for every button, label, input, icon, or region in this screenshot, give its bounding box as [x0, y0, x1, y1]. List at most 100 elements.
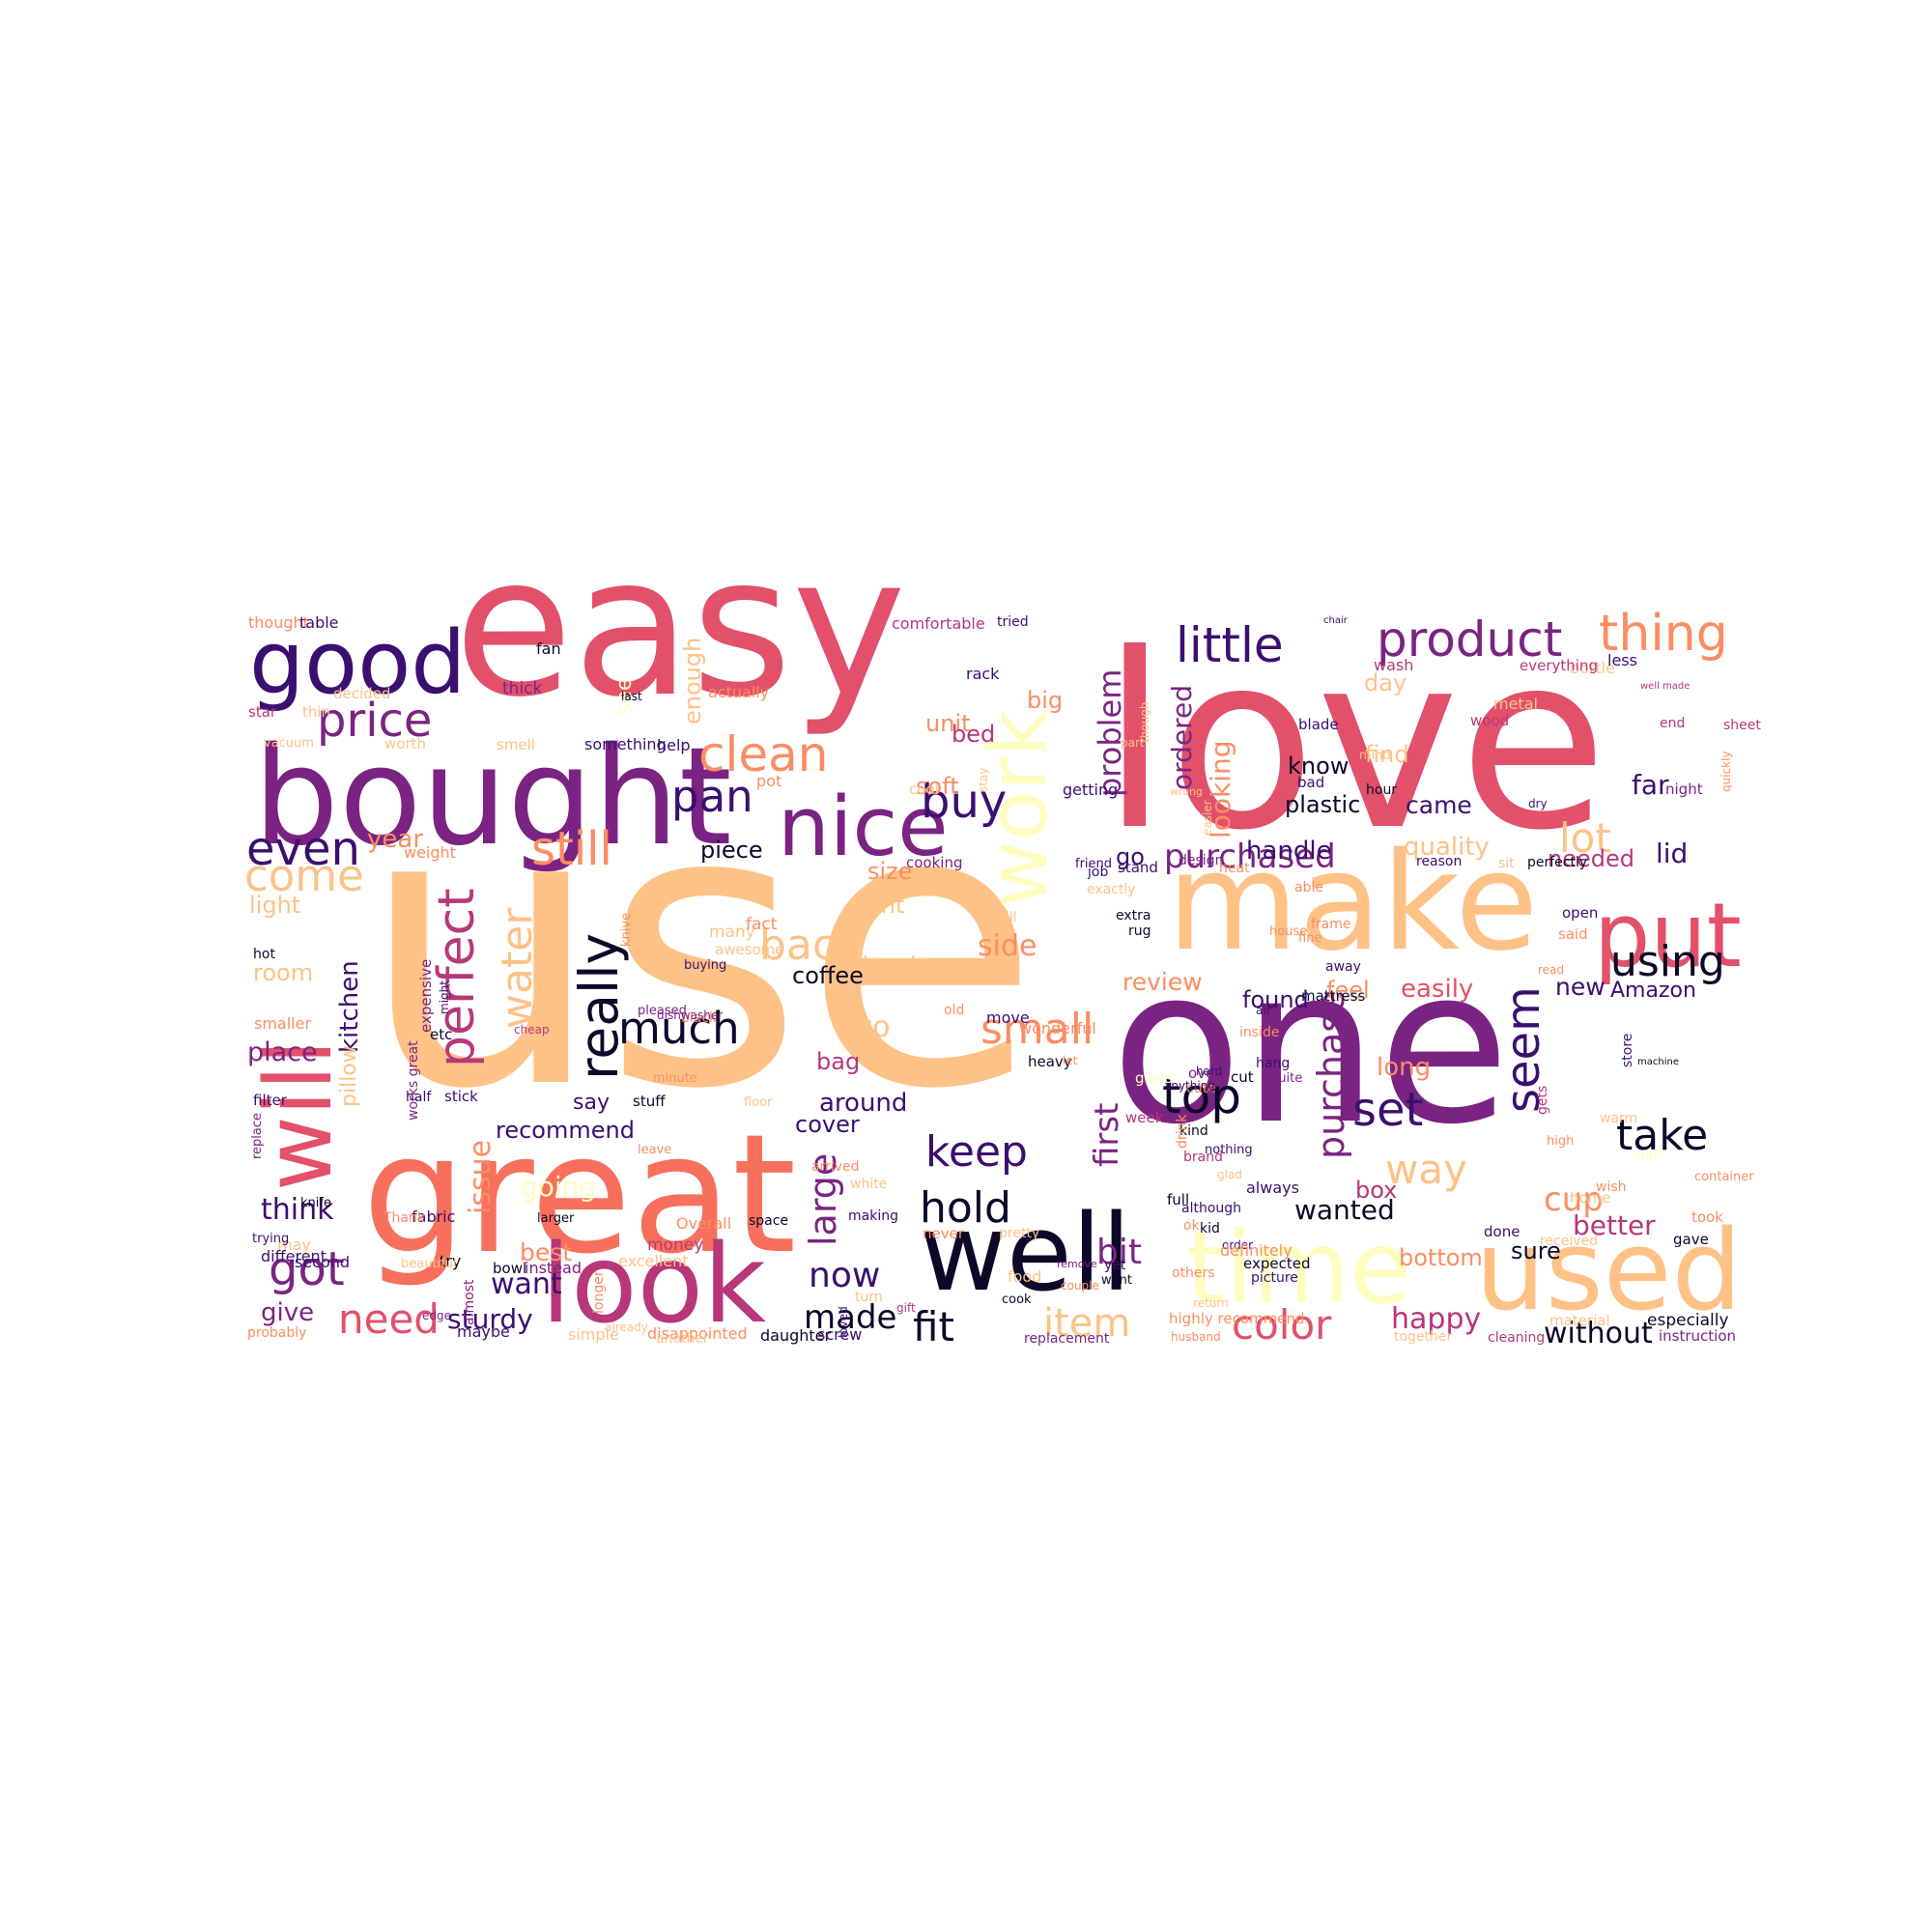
word-clean: clean: [698, 726, 828, 782]
word-cut: cut: [1231, 1068, 1254, 1086]
word-put: put: [1594, 884, 1742, 987]
word-issue: issue: [464, 1140, 497, 1214]
word-screw: screw: [817, 1325, 862, 1344]
word-now: now: [809, 1256, 880, 1295]
word-comfortable: comfortable: [892, 614, 985, 633]
word-arrived: arrived: [811, 1159, 860, 1175]
word-will: will: [246, 1039, 353, 1191]
word-try: try: [440, 1252, 461, 1270]
word-come: come: [244, 850, 364, 901]
word-container: container: [1694, 1170, 1754, 1184]
word-everything: everything: [1520, 657, 1598, 674]
word-disappointed: disappointed: [647, 1324, 748, 1343]
word-away: away: [1325, 959, 1361, 975]
word-end: end: [1660, 716, 1685, 731]
word-stand: stand: [1118, 859, 1158, 876]
word-expected: expected: [1243, 1255, 1310, 1272]
word-floor: floor: [744, 1095, 773, 1110]
word-unit: unit: [925, 710, 971, 737]
word-look: look: [541, 1222, 766, 1348]
word-coffee: coffee: [792, 962, 864, 989]
word-take: take: [1616, 1111, 1708, 1160]
word-drink: drink: [1175, 1114, 1190, 1149]
word-fabric: fabric: [412, 1208, 455, 1226]
word-going: going: [521, 1171, 596, 1203]
word-edge: edge: [422, 1309, 451, 1322]
word-easily: easily: [1401, 975, 1473, 1004]
word-room: room: [253, 959, 313, 986]
word-cover: cover: [795, 1111, 860, 1138]
word-without: without: [1544, 1317, 1653, 1350]
word-job: job: [1087, 865, 1108, 880]
word-perfectly: perfectly: [1527, 855, 1587, 870]
word-open: open: [1562, 904, 1598, 922]
word-sure: sure: [1511, 1237, 1561, 1264]
word-year: year: [367, 825, 423, 854]
word-bed: bed: [952, 721, 995, 748]
word-size: size: [867, 858, 913, 885]
word-large: large: [802, 1153, 844, 1246]
word-husband: husband: [1171, 1330, 1221, 1344]
word-star: star: [248, 703, 277, 721]
word-best: best: [520, 1238, 572, 1266]
word-smaller: smaller: [254, 1014, 311, 1033]
word-yet: yet: [1104, 1258, 1126, 1273]
word-came: came: [1406, 791, 1472, 819]
word-hot: hot: [253, 947, 275, 962]
word-back: back: [759, 921, 861, 970]
word-lot: lot: [1559, 814, 1611, 862]
word-color: color: [1232, 1301, 1332, 1349]
word-found: found: [1242, 986, 1309, 1013]
word-larger: larger: [537, 1211, 575, 1226]
word-wish: wish: [1596, 1179, 1627, 1195]
word-plastic: plastic: [1285, 791, 1360, 818]
word-pot: pot: [756, 772, 781, 790]
word-hand: hand: [863, 953, 916, 978]
word-warm: warm: [1600, 1111, 1637, 1126]
word-buy: buy: [921, 775, 1007, 829]
word-work: work: [971, 709, 1066, 908]
word-couple: couple: [1061, 1279, 1099, 1293]
word-house: house: [1269, 924, 1307, 939]
word-less: less: [1607, 651, 1637, 669]
word-want: want: [491, 1267, 562, 1301]
word-cooking: cooking: [906, 854, 962, 871]
word-perfect: perfect: [428, 888, 486, 1067]
word-maybe: maybe: [457, 1322, 510, 1341]
word-place: place: [247, 1037, 318, 1067]
word-find: find: [1365, 741, 1409, 768]
word-hold: hold: [920, 1183, 1011, 1233]
word-day: day: [1364, 669, 1406, 696]
word-quite: quite: [1270, 1071, 1302, 1086]
word-light: light: [249, 892, 300, 919]
word-read: read: [1538, 963, 1564, 977]
word-works-great: works great: [406, 1040, 421, 1121]
word-may: may: [277, 1236, 311, 1254]
word-two: two: [838, 1010, 891, 1044]
word-let: let: [1063, 1054, 1078, 1067]
word-lid: lid: [1656, 838, 1688, 869]
word-week: week: [1125, 1109, 1164, 1126]
word-easier: easier: [1201, 800, 1214, 836]
word-using: using: [1610, 937, 1725, 986]
word-made: made: [804, 1298, 896, 1337]
word-go: go: [1116, 843, 1145, 870]
word-inside: inside: [1239, 1025, 1279, 1040]
word-long: long: [1377, 1053, 1431, 1082]
word-thin: thin: [302, 703, 330, 721]
word-order: order: [1222, 1238, 1253, 1252]
word-beautiful: beautiful: [401, 1257, 457, 1271]
word-brand: brand: [1183, 1150, 1223, 1165]
word-overall: Overall: [676, 1214, 731, 1233]
word-still: still: [531, 822, 612, 876]
word-needed: needed: [1548, 845, 1634, 872]
word-got: got: [269, 1242, 345, 1296]
word-good: good: [249, 612, 466, 714]
word-trying: trying: [252, 1232, 289, 1246]
word-fill: fill: [1001, 910, 1017, 925]
word-especially: especially: [1647, 1311, 1729, 1330]
word-purchase: purchase: [1310, 991, 1352, 1159]
word-received: received: [1540, 1234, 1598, 1249]
word-instead: instead: [525, 1259, 582, 1277]
word-knife: knife: [300, 1196, 331, 1210]
